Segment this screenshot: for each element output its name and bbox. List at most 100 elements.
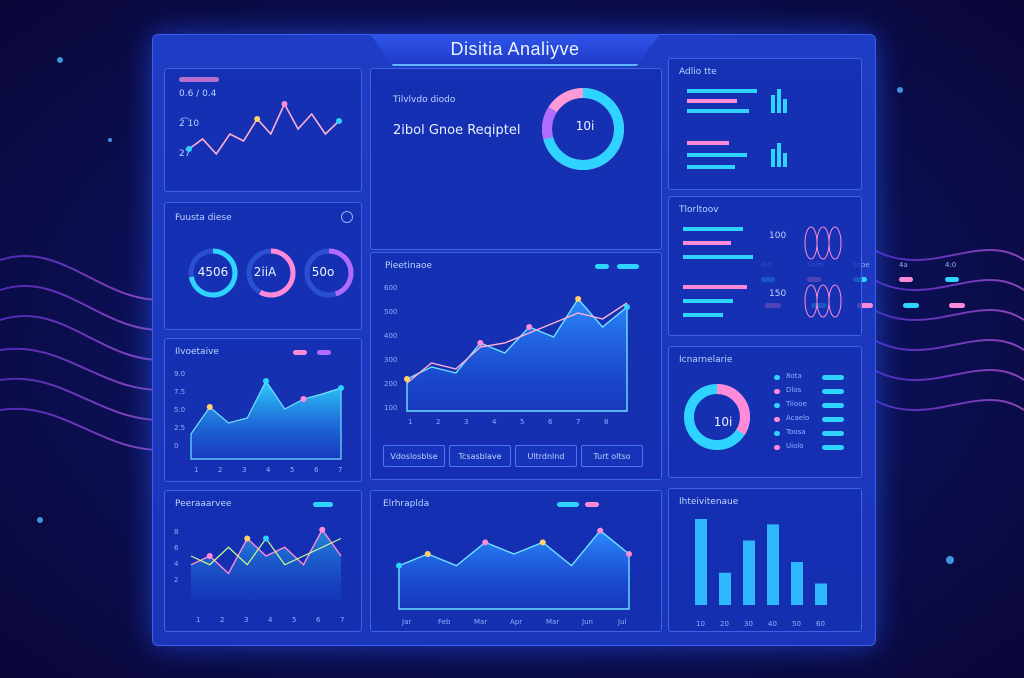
bar: [791, 562, 803, 605]
axis-tick: 3: [464, 418, 469, 426]
axis-tick: Feb: [438, 618, 451, 626]
panel-bar-chart: Ihteivitenaue: [668, 488, 862, 632]
data-point: [597, 527, 604, 534]
data-point: [244, 535, 251, 542]
multi-line-chart: [190, 526, 342, 601]
legend-swatch: [774, 417, 780, 422]
bar: [767, 524, 779, 605]
title-bar: Disitia Analiyve: [370, 34, 660, 66]
legend-label: Uiolo: [786, 442, 804, 450]
data-point: [526, 324, 533, 330]
gauge-arc: [246, 248, 296, 298]
data-point: [206, 553, 213, 559]
data-point: [624, 304, 630, 310]
axis-tick: 20: [720, 620, 729, 628]
axis-tick: 400: [384, 332, 398, 340]
legend-swatch: [774, 445, 780, 450]
legend-bar: [822, 431, 844, 436]
search-icon[interactable]: [341, 211, 353, 223]
axis-tick: 2: [436, 418, 441, 426]
axis-tick: Jul: [618, 618, 627, 626]
stat-bar: [945, 277, 959, 282]
stat-label: 4:0: [945, 261, 957, 269]
right1-title: Adlio tte: [679, 67, 717, 77]
legend-swatch: [774, 375, 780, 380]
axis-tick: 60: [816, 620, 825, 628]
value-b: 27: [179, 149, 191, 159]
right-donut: [684, 384, 750, 450]
gauges-title: Fuusta diese: [175, 213, 232, 223]
data-point: [482, 539, 489, 546]
data-point: [281, 101, 288, 107]
legend-label: Acaelo: [786, 414, 810, 422]
axis-tick: 0: [174, 442, 179, 450]
tab-4[interactable]: Turt oltso: [581, 445, 643, 467]
data-point: [338, 385, 344, 391]
axis-tick: 4: [268, 616, 273, 624]
axis-tick: 8: [604, 418, 609, 426]
area-left-title: Ilvoetaive: [175, 347, 219, 357]
donut-segment: [684, 384, 750, 450]
data-point: [424, 551, 431, 557]
app-title: Disitia Analiyve: [450, 38, 580, 59]
right2-value-1: 100: [769, 231, 787, 241]
gauge-arc: [188, 248, 238, 298]
legend-label: Dlos: [786, 386, 802, 394]
data-point: [336, 118, 342, 124]
axis-tick: 2: [174, 576, 179, 584]
tab-1[interactable]: Vdoslosblse: [383, 445, 445, 467]
gauge-value-3: 50o: [311, 265, 335, 279]
legend-swatch: [774, 403, 780, 408]
axis-tick: 30: [744, 620, 753, 628]
axis-tick: 5: [290, 466, 295, 474]
axis-tick: 4: [266, 466, 271, 474]
stat-bar: [857, 303, 873, 308]
legend-chip-1: [293, 350, 307, 355]
multi-line-title: Peeraaarvee: [175, 499, 232, 509]
axis-tick: 100: [384, 404, 398, 412]
right-donut-value: 10i: [713, 415, 733, 429]
bar: [815, 583, 827, 605]
center-donut: [542, 88, 624, 170]
axis-tick: 3: [244, 616, 249, 624]
panel-area-left: Ilvoetaive: [164, 338, 362, 482]
stat-bar: [903, 303, 919, 308]
data-point: [254, 116, 261, 122]
panel-line-top-left: 0.6 / 0.4 2͡ 10 27: [164, 68, 362, 192]
right2-title: Tlorltoov: [679, 205, 719, 215]
gauge-arc: [304, 248, 354, 298]
legend-chip-2: [317, 350, 331, 355]
gauge-value-2: 2iiA: [253, 265, 277, 279]
axis-tick: 8: [174, 528, 179, 536]
legend-label: 8ota: [786, 372, 802, 380]
legend-chip: [585, 502, 599, 507]
axis-tick: 2: [220, 616, 225, 624]
axis-tick: 10: [696, 620, 705, 628]
axis-tick: 300: [384, 356, 398, 364]
axis-tick: 40: [768, 620, 777, 628]
axis-tick: 6: [316, 616, 321, 624]
axis-tick: 5: [520, 418, 525, 426]
panel-multi-line-left: Peeraaarvee: [164, 490, 362, 632]
legend-chip: [313, 502, 333, 507]
bar: [719, 572, 731, 605]
legend-chip: [179, 77, 219, 82]
panel-center-top: Tilvlvdo diodo 2ibol Gnoe Reqiptel 10i d…: [370, 68, 965, 308]
panel-gauges: Fuusta diese 4506 2iiA 50o: [164, 202, 362, 330]
axis-tick: 4: [174, 560, 179, 568]
legend-chip: [617, 264, 639, 269]
panel-right-2: Tlorltoov 100 150: [668, 196, 862, 336]
data-point: [477, 340, 484, 346]
tab-3[interactable]: Ultrdnlnd: [515, 445, 577, 467]
data-point: [396, 562, 402, 569]
stat-bar: [949, 303, 965, 308]
data-point: [404, 376, 410, 382]
right2-value-2: 150: [769, 289, 787, 299]
tab-2[interactable]: Tcsasblave: [449, 445, 511, 467]
axis-tick: 6: [548, 418, 553, 426]
center-area-chart: [404, 296, 630, 412]
axis-tick: 200: [384, 380, 398, 388]
axis-tick: 7: [576, 418, 581, 426]
right3-title: Icnarnelarie: [679, 355, 733, 365]
